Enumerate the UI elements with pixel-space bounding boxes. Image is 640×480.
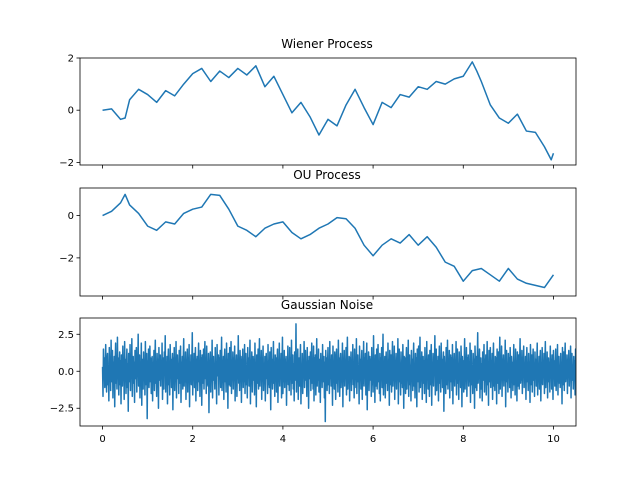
- subplot-title-gaussian: Gaussian Noise: [281, 298, 373, 312]
- y-tick-label: 0: [68, 211, 74, 222]
- y-tick-label: 0: [68, 106, 74, 117]
- subplot-wiener-process: −2 0 2 Wiener Process: [59, 37, 577, 169]
- y-tick-label: −2: [59, 253, 74, 264]
- subplot-title-wiener: Wiener Process: [281, 37, 373, 51]
- subplot-ou-process: −2 0 OU Process: [59, 168, 577, 300]
- y-tick-label: −2: [59, 158, 74, 169]
- axes-frame: [79, 187, 577, 297]
- subplot-title-ou: OU Process: [293, 168, 361, 182]
- y-tick-label: 2: [68, 54, 74, 65]
- axes-frame: [79, 317, 577, 427]
- x-tick-label: 4: [280, 434, 286, 445]
- series-line: [102, 193, 555, 289]
- x-tick-label: 0: [99, 434, 105, 445]
- subplot-gaussian-noise: 0 2 4 6 8 10 −2.5 0.0 2.5 Gaussian Noise: [50, 298, 577, 445]
- x-tick-label: 6: [370, 434, 376, 445]
- x-tick-label: 10: [547, 434, 560, 445]
- y-tick-label: 2.5: [58, 330, 74, 341]
- x-tick-label: 2: [190, 434, 196, 445]
- series-line: [101, 323, 576, 423]
- axes-frame: [79, 57, 577, 166]
- y-tick-label: −2.5: [50, 404, 74, 415]
- y-tick-label: 0.0: [58, 367, 74, 378]
- x-tick-label: 8: [460, 434, 466, 445]
- series-line: [102, 61, 555, 161]
